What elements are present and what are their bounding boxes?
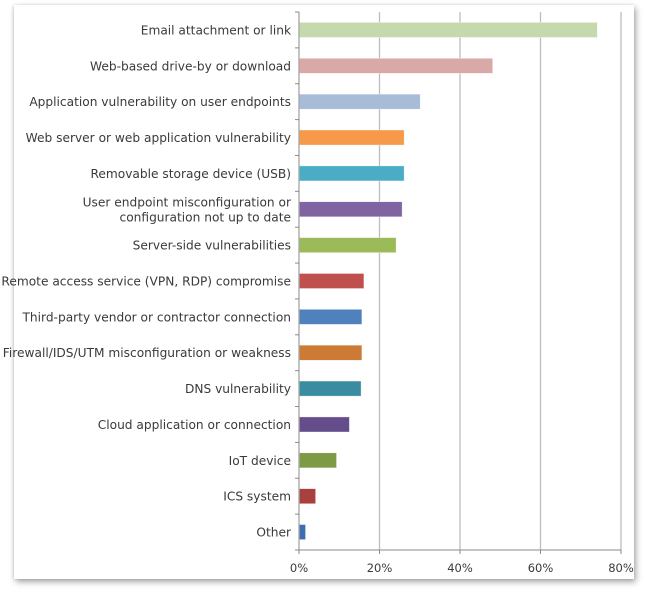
category-label: ICS system [223,490,291,504]
gridlines [378,12,622,550]
category-label: DNS vulnerability [185,382,291,396]
x-tick-label: 20% [367,561,393,575]
category-label: Web server or web application vulnerabil… [26,131,291,145]
category-labels: Email attachment or link Web-based drive-… [1,23,292,539]
x-tick-label: 80% [608,561,634,575]
category-label: Firewall/IDS/UTM misconfiguration or wea… [3,346,291,360]
bar [299,524,306,540]
x-tick-label: 0% [290,561,308,575]
category-label: configuration not up to date [120,210,291,224]
bar [299,452,337,469]
bar [299,22,598,38]
bar [299,201,403,218]
category-label: Server-side vulnerabilities [133,239,291,253]
category-label: Other [256,526,292,540]
category-label: Third-party vendor or contractor connect… [21,310,291,324]
bar [299,165,405,182]
bar [299,380,362,397]
bar [299,309,363,325]
category-label: Email attachment or link [141,23,292,37]
category-label: IoT device [229,454,291,468]
bar [299,129,405,146]
x-tick-label: 40% [447,561,473,575]
category-label: User endpoint misconfiguration or [83,195,292,209]
bar [299,93,421,110]
bar [299,416,350,433]
bar [299,273,365,289]
category-label: Remote access service (VPN, RDP) comprom… [1,275,291,289]
category-label: Cloud application or connection [98,418,291,432]
category-label: Application vulnerability on user endpoi… [29,95,291,109]
bar [299,57,493,74]
category-label: Web-based drive-by or download [90,59,291,73]
bar [299,237,397,253]
x-tick-labels: 0% 20% 40% 60% 80% [290,561,634,575]
bar [299,344,363,361]
category-label: Removable storage device (USB) [90,167,291,181]
axes [295,11,622,554]
x-tick-label: 60% [528,561,554,575]
bars [299,22,598,540]
bar [299,488,316,505]
